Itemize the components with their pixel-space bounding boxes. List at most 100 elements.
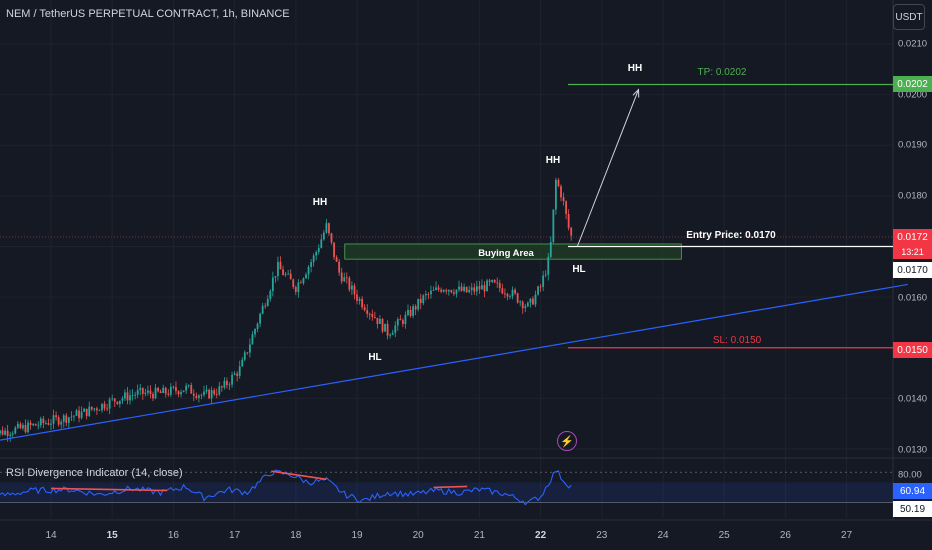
candle-body	[560, 186, 562, 198]
candle-body	[496, 282, 499, 284]
candle-body	[542, 275, 545, 287]
rsi-value-tag: 60.94	[893, 483, 932, 499]
time-axis-label: 17	[229, 530, 241, 541]
candle-body	[511, 289, 514, 297]
candle-body	[389, 334, 392, 336]
candle-body	[116, 401, 119, 404]
candle-body	[9, 434, 12, 436]
price-axis-label: 0.0160	[898, 292, 928, 304]
candle-body	[414, 306, 417, 310]
candle-body	[226, 380, 228, 386]
price-axis-label: 0.0200	[898, 89, 928, 101]
projection-arrow-head	[632, 88, 640, 98]
candle-body	[399, 319, 402, 321]
candle-body	[506, 294, 509, 297]
candle-body	[256, 323, 259, 330]
candle-body	[136, 390, 139, 395]
candle-body	[80, 411, 83, 419]
candle-body	[460, 286, 463, 291]
candle-body	[1, 430, 4, 435]
hh-label-right: HH	[545, 155, 561, 166]
candle-body	[215, 394, 218, 395]
candle-body	[325, 223, 328, 233]
candle-body	[544, 274, 547, 276]
candle-body	[394, 325, 397, 333]
candle-body	[55, 415, 57, 418]
lightning-icon[interactable]: ⚡	[557, 431, 577, 451]
candle-body	[328, 223, 330, 234]
candle-body	[195, 395, 198, 398]
time-axis-label: 21	[473, 530, 485, 541]
candle-body	[157, 387, 159, 392]
candle-body	[182, 390, 185, 392]
time-axis-label: 20	[412, 530, 424, 541]
candle-body	[34, 423, 37, 426]
candle-body	[73, 415, 75, 417]
candle-body	[90, 406, 93, 410]
time-axis-label: 16	[167, 530, 179, 541]
rsi-indicator-title[interactable]: RSI Divergence Indicator (14, close)	[6, 467, 183, 479]
candle-body	[343, 277, 346, 282]
rsi-band	[0, 482, 893, 503]
candle-body	[539, 286, 542, 288]
candle-body	[481, 285, 483, 290]
candle-body	[570, 227, 573, 236]
candle-body	[108, 399, 111, 409]
rsi-level-label: 80.00	[898, 469, 922, 481]
candle-body	[422, 295, 425, 304]
candle-body	[437, 287, 440, 290]
candle-body	[75, 410, 78, 416]
buying-area-zone	[344, 243, 682, 260]
candle-body	[473, 287, 476, 292]
time-axis-label: 14	[45, 530, 57, 541]
candle-body	[478, 286, 481, 290]
currency-button[interactable]: USDT	[893, 4, 925, 30]
candle-body	[251, 334, 254, 345]
candle-body	[549, 241, 552, 257]
candle-body	[368, 313, 371, 315]
candle-body	[78, 410, 80, 419]
time-axis-label: 23	[596, 530, 608, 541]
rsi-divergence-line	[433, 485, 468, 489]
candle-body	[409, 309, 412, 316]
candle-body	[386, 323, 389, 336]
candle-body	[172, 386, 175, 388]
candle-body	[60, 421, 63, 425]
time-axis-label: 15	[106, 530, 118, 541]
time-axis-label: 18	[290, 530, 302, 541]
candle-body	[381, 318, 384, 332]
candle-body	[205, 389, 208, 392]
candle-body	[164, 387, 167, 394]
candle-body	[432, 289, 435, 291]
candle-body	[187, 385, 190, 386]
time-axis-label: 22	[535, 530, 547, 541]
candle-body	[330, 233, 333, 243]
candle-body	[356, 294, 358, 301]
candle-body	[27, 422, 29, 433]
candle-body	[384, 323, 386, 332]
candle-body	[282, 269, 284, 276]
current-price-tag: 0.0172	[893, 229, 932, 245]
candle-body	[39, 418, 42, 426]
candle-body	[555, 179, 557, 210]
candle-body	[177, 391, 180, 395]
drawing-zones	[0, 83, 893, 349]
candle-body	[407, 309, 409, 315]
candle-body	[300, 282, 302, 284]
candle-body	[468, 289, 471, 293]
candle-body	[254, 329, 256, 335]
candle-body	[277, 261, 279, 277]
entry-price-tag: 0.0170	[893, 262, 932, 278]
countdown-tag: 13:21	[893, 245, 932, 259]
candle-body	[333, 242, 335, 258]
candle-body	[493, 280, 496, 283]
drawings-layer	[0, 88, 908, 441]
candle-body	[154, 387, 157, 399]
candle-body	[404, 314, 407, 325]
candle-body	[297, 282, 300, 292]
candle-body	[32, 423, 35, 426]
candle-body	[470, 287, 473, 290]
candle-body	[223, 380, 226, 388]
chart-title: NEM / TetherUS PERPETUAL CONTRACT, 1h, B…	[6, 8, 290, 20]
